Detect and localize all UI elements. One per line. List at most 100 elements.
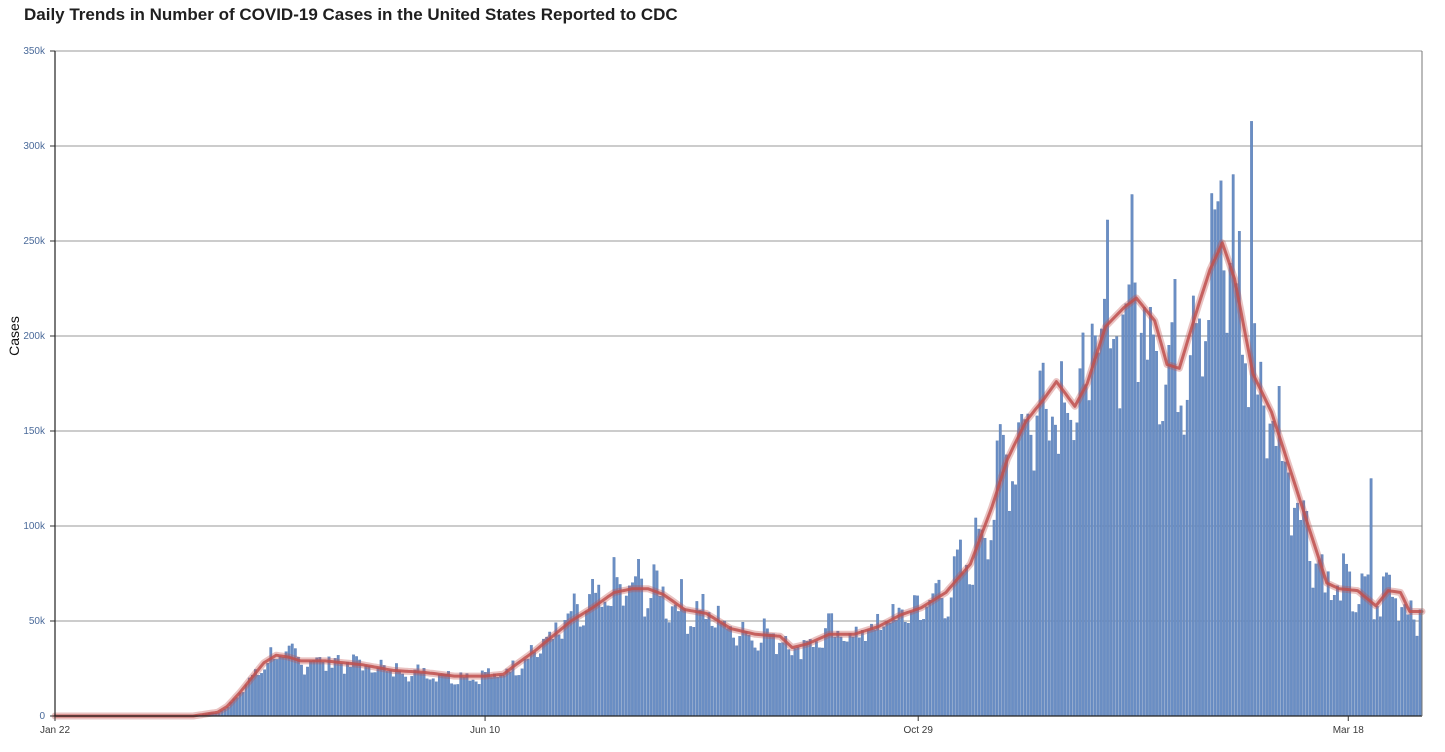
bar-day[interactable] (1415, 635, 1419, 717)
bar-day[interactable] (1403, 604, 1407, 717)
bar-day[interactable] (769, 633, 772, 717)
bar-day[interactable] (814, 641, 818, 717)
bar-day[interactable] (870, 623, 873, 717)
bar-day[interactable] (508, 671, 512, 717)
bar-day[interactable] (827, 613, 831, 717)
bar-day[interactable] (818, 647, 821, 717)
bar-day[interactable] (471, 679, 475, 717)
bar-day[interactable] (1336, 585, 1339, 717)
bar-day[interactable] (683, 608, 686, 717)
bar-day[interactable] (373, 672, 377, 717)
bar-day[interactable] (419, 672, 423, 717)
bar-day[interactable] (857, 637, 861, 717)
bar-day[interactable] (1032, 470, 1036, 717)
bar-day[interactable] (1207, 320, 1211, 717)
bar-day[interactable] (1262, 405, 1266, 717)
bar-day[interactable] (753, 647, 757, 717)
bar-day[interactable] (1339, 600, 1342, 717)
bar-day[interactable] (1026, 413, 1030, 717)
bar-day[interactable] (897, 607, 901, 717)
bar-day[interactable] (401, 673, 404, 717)
bar-day[interactable] (585, 610, 588, 717)
bar-day[interactable] (1299, 519, 1303, 717)
bar-day[interactable] (1201, 376, 1204, 717)
bar-day[interactable] (551, 638, 555, 717)
bar-day[interactable] (609, 606, 613, 717)
bar-day[interactable] (1409, 600, 1413, 717)
moving-average-path[interactable] (53, 241, 1424, 718)
bar-day[interactable] (949, 597, 953, 717)
bar-day[interactable] (723, 620, 726, 717)
bar-day[interactable] (839, 636, 843, 717)
bar-day[interactable] (1357, 604, 1361, 717)
bar-day[interactable] (453, 684, 457, 717)
bar-day[interactable] (1296, 502, 1299, 717)
bar-day[interactable] (851, 636, 855, 717)
bar-day[interactable] (1179, 405, 1183, 717)
bar-day[interactable] (1109, 348, 1112, 717)
bar-day[interactable] (1060, 361, 1063, 717)
bar-day[interactable] (977, 528, 981, 717)
bar-day[interactable] (327, 656, 331, 717)
bar-day[interactable] (1391, 596, 1394, 717)
bar-day[interactable] (342, 673, 346, 717)
bar-day[interactable] (618, 584, 622, 717)
bar-day[interactable] (867, 629, 870, 717)
bar-day[interactable] (695, 601, 699, 717)
bar-day[interactable] (1311, 587, 1315, 717)
bar-day[interactable] (281, 657, 285, 717)
bar-day[interactable] (1308, 561, 1312, 717)
bar-day[interactable] (983, 537, 987, 717)
bar-day[interactable] (431, 678, 435, 717)
bar-day[interactable] (1047, 440, 1051, 717)
bar-day[interactable] (1112, 339, 1116, 717)
bar-day[interactable] (499, 674, 503, 717)
bar-day[interactable] (428, 679, 432, 717)
bar-day[interactable] (582, 625, 585, 717)
bar-day[interactable] (1149, 306, 1152, 717)
bar-day[interactable] (621, 605, 625, 717)
bar-day[interactable] (1406, 614, 1410, 717)
bar-day[interactable] (474, 681, 478, 717)
bar-day[interactable] (673, 604, 677, 717)
bar-day[interactable] (603, 601, 607, 717)
bar-day[interactable] (821, 647, 824, 717)
bar-day[interactable] (456, 684, 460, 717)
bar-day[interactable] (523, 658, 527, 717)
bar-day[interactable] (1069, 419, 1073, 717)
bar-day[interactable] (1029, 434, 1033, 717)
bar-day[interactable] (545, 636, 549, 717)
bar-day[interactable] (560, 638, 564, 717)
bar-day[interactable] (1054, 424, 1057, 717)
bar-day[interactable] (790, 655, 794, 717)
bar-day[interactable] (398, 670, 401, 717)
bar-day[interactable] (906, 623, 910, 717)
bar-day[interactable] (631, 582, 634, 717)
bar-day[interactable] (410, 676, 414, 717)
bar-day[interactable] (808, 639, 812, 717)
bar-day[interactable] (1400, 607, 1404, 717)
bar-day[interactable] (333, 658, 337, 717)
bar-day[interactable] (309, 660, 313, 717)
bar-day[interactable] (1256, 394, 1260, 717)
bar-day[interactable] (900, 609, 904, 717)
bar-day[interactable] (434, 681, 438, 717)
bar-day[interactable] (775, 654, 778, 717)
bar-day[interactable] (735, 645, 739, 717)
bar-day[interactable] (968, 584, 972, 717)
bar-day[interactable] (879, 629, 883, 717)
bar-day[interactable] (894, 619, 898, 717)
bar-day[interactable] (594, 592, 598, 717)
bar-day[interactable] (1017, 422, 1021, 717)
bar-day[interactable] (1274, 445, 1278, 717)
bar-day[interactable] (664, 618, 668, 717)
bar-day[interactable] (1265, 458, 1269, 717)
bar-day[interactable] (848, 633, 852, 717)
bar-day[interactable] (1020, 414, 1024, 717)
bar-day[interactable] (1038, 370, 1042, 717)
bar-day[interactable] (542, 638, 545, 717)
bar-day[interactable] (615, 577, 619, 717)
bar-day[interactable] (517, 675, 521, 717)
bar-day[interactable] (1354, 612, 1358, 717)
bar-day[interactable] (1084, 384, 1088, 717)
